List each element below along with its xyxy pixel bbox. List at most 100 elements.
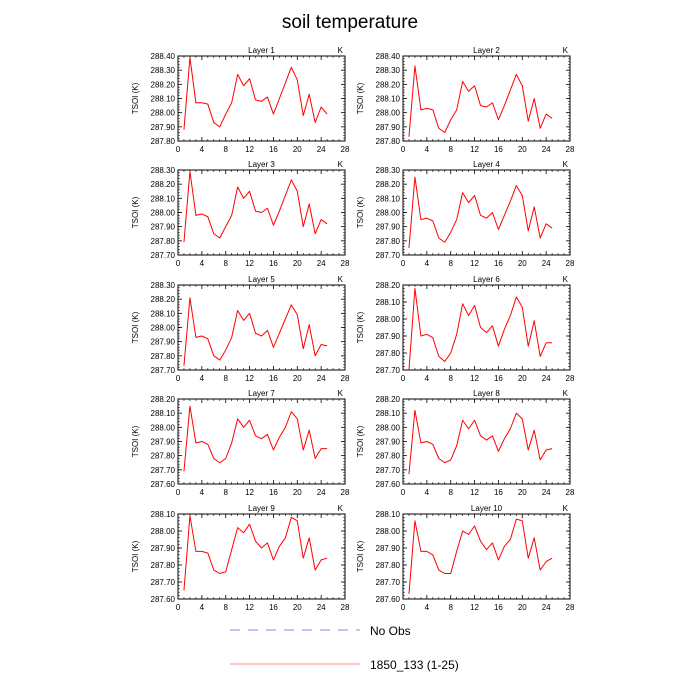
- panel-unit: K: [338, 275, 344, 284]
- x-tick-label: 8: [223, 488, 228, 497]
- panel-title: Layer 1: [248, 46, 275, 55]
- y-axis-label: TSOI (K): [131, 540, 140, 572]
- panel-unit: K: [563, 275, 569, 284]
- y-tick-label: 287.90: [151, 223, 176, 232]
- y-tick-label: 287.80: [151, 561, 176, 570]
- figure-title: soil temperature: [282, 12, 418, 33]
- x-tick-label: 8: [223, 603, 228, 612]
- y-tick-label: 287.80: [376, 349, 401, 358]
- x-tick-label: 24: [542, 603, 551, 612]
- x-tick-label: 0: [176, 488, 181, 497]
- y-tick-label: 287.70: [376, 578, 401, 587]
- y-tick-label: 288.00: [151, 109, 176, 118]
- plot-frame: [402, 55, 571, 142]
- y-tick-label: 287.70: [376, 251, 401, 260]
- x-tick-label: 4: [425, 488, 430, 497]
- x-tick-label: 16: [269, 488, 278, 497]
- x-tick-label: 20: [518, 603, 527, 612]
- y-tick-label: 288.00: [151, 324, 176, 333]
- y-tick-label: 288.00: [376, 315, 401, 324]
- panel-title: Layer 10: [471, 504, 503, 513]
- x-tick-label: 12: [470, 488, 479, 497]
- y-tick-label: 287.90: [151, 544, 176, 553]
- y-tick-label: 287.90: [376, 438, 401, 447]
- y-tick-label: 288.10: [151, 409, 176, 418]
- y-axis-label: TSOI (K): [356, 311, 365, 343]
- y-tick-label: 287.90: [376, 123, 401, 132]
- x-tick-label: 8: [448, 488, 453, 497]
- x-tick-label: 16: [269, 374, 278, 383]
- x-tick-label: 4: [425, 259, 430, 268]
- panel-title: Layer 7: [248, 389, 275, 398]
- x-tick-label: 8: [448, 603, 453, 612]
- x-tick-label: 12: [245, 374, 254, 383]
- x-tick-label: 4: [200, 603, 205, 612]
- panel-title: Layer 9: [248, 504, 275, 513]
- y-axis-label: TSOI (K): [131, 196, 140, 228]
- y-tick-label: 287.80: [376, 237, 401, 246]
- x-tick-label: 20: [293, 145, 302, 154]
- y-tick-label: 288.40: [151, 52, 176, 61]
- y-tick-label: 288.10: [376, 510, 401, 519]
- x-tick-label: 28: [566, 374, 575, 383]
- plot-frame: [402, 513, 571, 600]
- x-tick-label: 20: [293, 488, 302, 497]
- y-tick-label: 288.00: [376, 109, 401, 118]
- panel-unit: K: [563, 160, 569, 169]
- y-tick-label: 287.80: [151, 237, 176, 246]
- y-tick-label: 288.20: [151, 80, 176, 89]
- y-tick-label: 288.00: [151, 423, 176, 432]
- x-tick-label: 12: [245, 145, 254, 154]
- x-tick-label: 0: [401, 145, 406, 154]
- x-tick-label: 8: [223, 259, 228, 268]
- y-tick-label: 287.90: [376, 332, 401, 341]
- x-tick-label: 4: [200, 488, 205, 497]
- y-tick-label: 287.70: [151, 251, 176, 260]
- y-tick-label: 288.10: [151, 510, 176, 519]
- y-tick-label: 287.90: [151, 438, 176, 447]
- panel-layer-2: Layer 2 K 0 4 8 12 16 20 24 28 287.80 287.90 288.00 2…: [356, 46, 575, 154]
- plot-frame: [402, 398, 571, 485]
- y-tick-label: 287.80: [376, 452, 401, 461]
- y-tick-label: 287.70: [151, 466, 176, 475]
- y-tick-label: 287.90: [151, 123, 176, 132]
- y-tick-label: 288.10: [376, 194, 401, 203]
- panel-unit: K: [338, 46, 344, 55]
- y-tick-label: 288.30: [376, 66, 401, 75]
- panel-unit: K: [338, 160, 344, 169]
- y-tick-label: 288.20: [376, 281, 401, 290]
- x-tick-label: 16: [269, 603, 278, 612]
- y-tick-label: 288.00: [376, 209, 401, 218]
- series-line: [183, 405, 328, 472]
- panel-grid: Layer 1 K 0 4 8 12 16 20 24 28 287.80 287.90 288.00 2…: [131, 46, 575, 612]
- y-tick-label: 288.30: [151, 166, 176, 175]
- panel-unit: K: [563, 504, 569, 513]
- panel-layer-1: Layer 1 K 0 4 8 12 16 20 24 28 287.80 287.90 288.00 2…: [131, 46, 350, 154]
- series-line: [183, 56, 328, 130]
- y-tick-label: 287.70: [376, 466, 401, 475]
- y-tick-label: 288.00: [151, 527, 176, 536]
- y-axis-label: TSOI (K): [356, 425, 365, 457]
- series-line: [183, 170, 328, 243]
- legend-entry: No Obs: [230, 624, 411, 638]
- panel-layer-8: Layer 8 K 0 4 8 12 16 20 24 28 287.60 287.70 287.80 2…: [356, 389, 575, 497]
- x-tick-label: 24: [542, 259, 551, 268]
- y-tick-label: 287.60: [376, 480, 401, 489]
- y-tick-label: 287.90: [376, 223, 401, 232]
- panel-layer-5: Layer 5 K 0 4 8 12 16 20 24 28 287.70 287.80 287.90 2…: [131, 275, 350, 383]
- panel-layer-7: Layer 7 K 0 4 8 12 16 20 24 28 287.60 287.70 287.80 2…: [131, 389, 350, 497]
- series-line: [183, 515, 328, 591]
- x-tick-label: 24: [317, 259, 326, 268]
- y-tick-label: 288.20: [151, 395, 176, 404]
- panel-title: Layer 3: [248, 160, 275, 169]
- series-line: [183, 297, 328, 366]
- x-tick-label: 24: [317, 374, 326, 383]
- y-axis-label: TSOI (K): [356, 82, 365, 114]
- y-tick-label: 288.30: [151, 281, 176, 290]
- x-tick-label: 16: [269, 259, 278, 268]
- y-tick-label: 287.60: [376, 595, 401, 604]
- x-tick-label: 20: [518, 488, 527, 497]
- y-tick-label: 287.70: [151, 578, 176, 587]
- y-tick-label: 287.80: [376, 561, 401, 570]
- x-tick-label: 24: [317, 488, 326, 497]
